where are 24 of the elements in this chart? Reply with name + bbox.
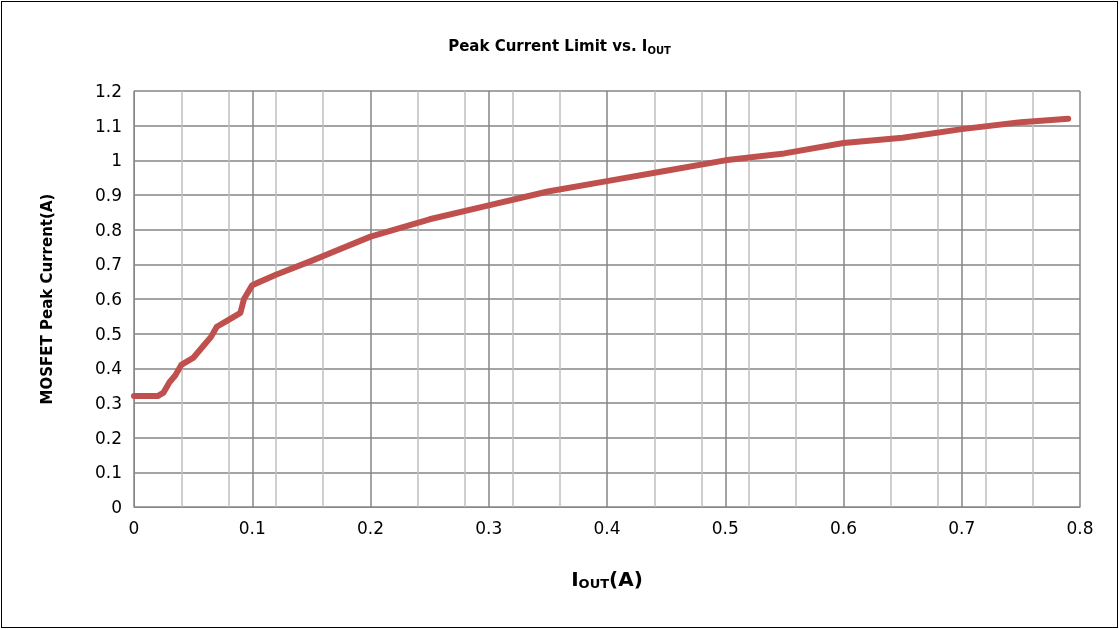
x-tick-label: 0.5 — [711, 517, 739, 538]
x-tick-label: 0.8 — [1066, 517, 1094, 538]
y-tick-label: 0 — [111, 497, 122, 517]
x-axis-title: IOUT(A) — [571, 566, 643, 591]
y-tick-label: 0.8 — [94, 219, 122, 240]
x-tick-label: 0.4 — [593, 517, 621, 538]
y-tick-label: 0.3 — [94, 393, 122, 413]
y-tick-label: 1.1 — [94, 115, 122, 136]
y-tick-label: 1 — [111, 150, 122, 171]
x-tick-label: 0 — [128, 517, 140, 538]
x-tick-label: 0.1 — [238, 517, 266, 538]
y-tick-label: 0.2 — [94, 427, 122, 448]
y-tick-label: 0.5 — [94, 323, 122, 344]
y-tick-label: 0.9 — [94, 185, 122, 205]
x-tick-label: 0.3 — [475, 517, 503, 538]
y-axis-title: MOSFET Peak Current(A) — [37, 193, 56, 405]
y-tick-label: 1.2 — [94, 81, 122, 101]
y-tick-label: 0.1 — [94, 462, 122, 483]
y-tick-label: 0.6 — [94, 289, 122, 309]
x-tick-label: 0.6 — [829, 517, 858, 538]
y-tick-label: 0.7 — [94, 254, 122, 275]
y-tick-label: 0.4 — [94, 358, 122, 379]
x-tick-label: 0.2 — [356, 517, 385, 538]
x-tick-label: 0.7 — [948, 517, 976, 538]
